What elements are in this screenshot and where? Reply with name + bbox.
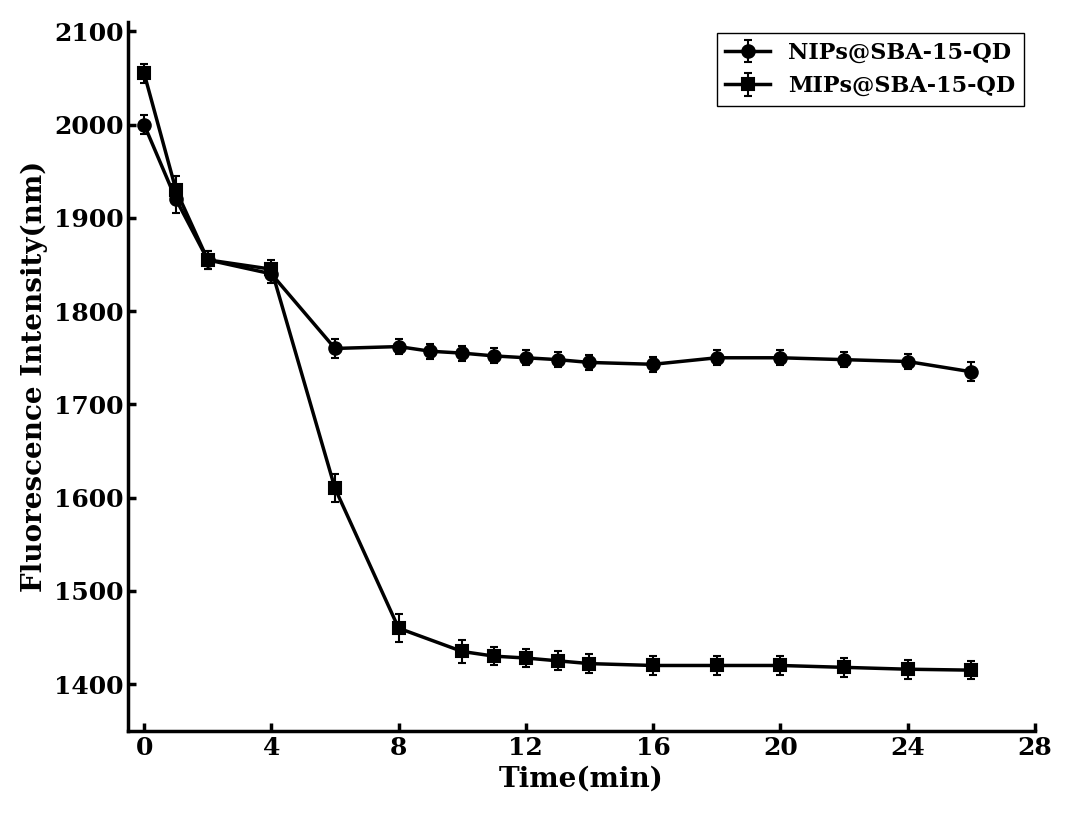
X-axis label: Time(min): Time(min) [499, 765, 664, 792]
Legend: NIPs@SBA-15-QD, MIPs@SBA-15-QD: NIPs@SBA-15-QD, MIPs@SBA-15-QD [717, 33, 1024, 106]
Y-axis label: Fluorescence Intensity(nm): Fluorescence Intensity(nm) [20, 161, 48, 592]
